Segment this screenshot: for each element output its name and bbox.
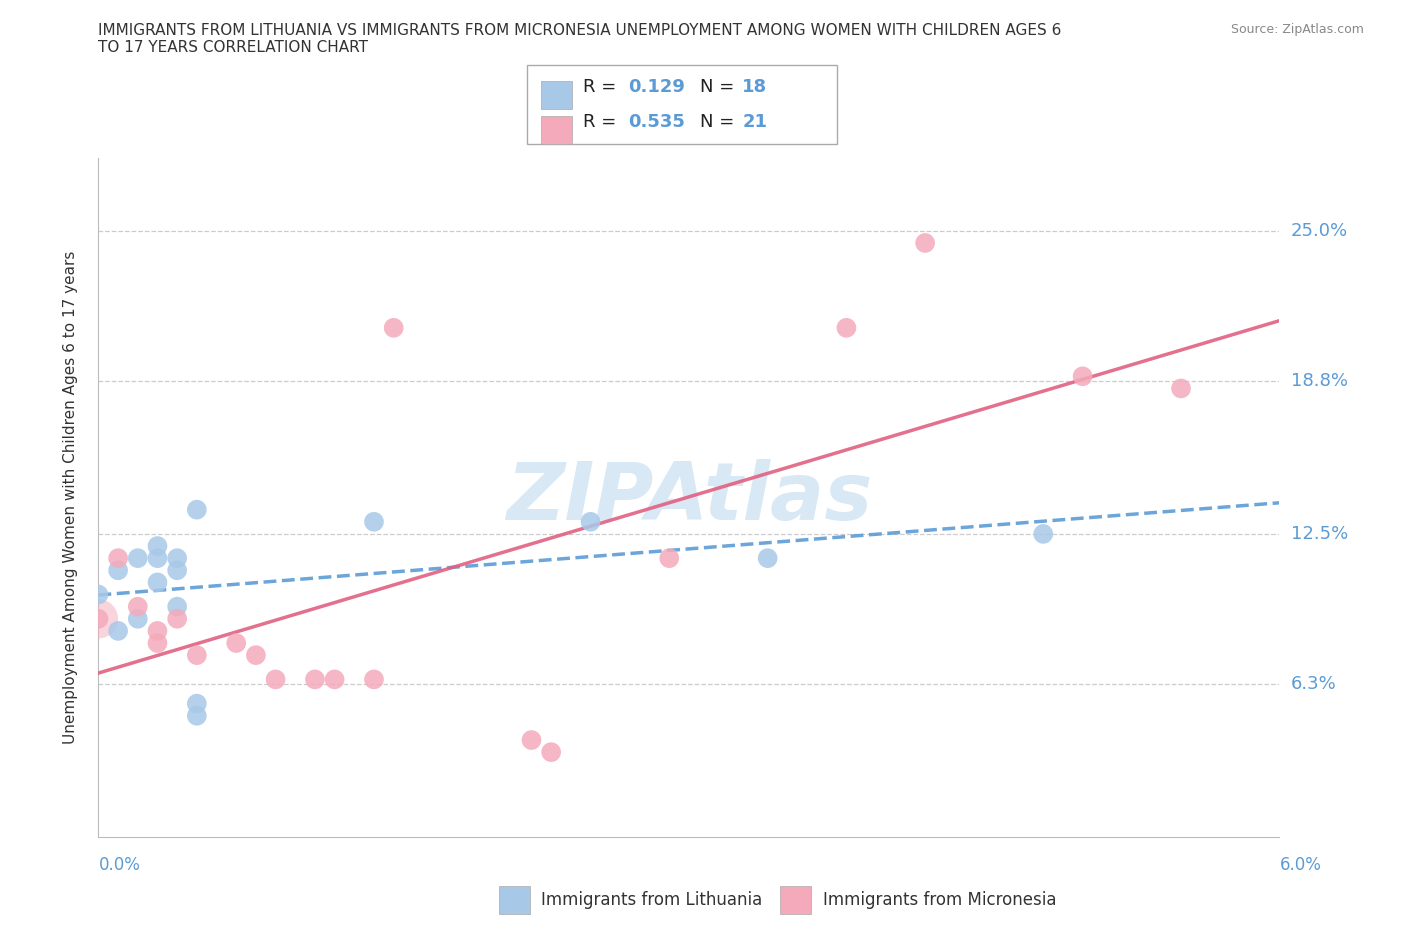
Text: 6.0%: 6.0%	[1279, 856, 1322, 873]
Point	[363, 514, 385, 529]
Point	[323, 672, 346, 687]
Text: R =: R =	[583, 78, 623, 96]
Point	[186, 647, 208, 662]
Point	[146, 538, 169, 553]
Text: TO 17 YEARS CORRELATION CHART: TO 17 YEARS CORRELATION CHART	[98, 40, 368, 55]
Point	[304, 672, 326, 687]
Point	[107, 563, 129, 578]
Point	[186, 697, 208, 711]
Text: N =: N =	[700, 113, 740, 131]
Text: Immigrants from Lithuania: Immigrants from Lithuania	[541, 891, 762, 910]
Point	[146, 575, 169, 590]
Text: 0.0%: 0.0%	[98, 856, 141, 873]
Text: 6.3%: 6.3%	[1291, 675, 1336, 693]
Point	[166, 551, 188, 565]
Point	[579, 514, 602, 529]
Text: Source: ZipAtlas.com: Source: ZipAtlas.com	[1230, 23, 1364, 36]
Point	[127, 551, 149, 565]
Point	[520, 733, 543, 748]
Point	[146, 635, 169, 650]
Y-axis label: Unemployment Among Women with Children Ages 6 to 17 years: Unemployment Among Women with Children A…	[63, 251, 77, 744]
Point	[658, 551, 681, 565]
Point	[540, 745, 562, 760]
Text: Immigrants from Micronesia: Immigrants from Micronesia	[823, 891, 1056, 910]
Point	[1071, 369, 1094, 384]
Point	[87, 611, 110, 626]
Text: R =: R =	[583, 113, 623, 131]
Point	[107, 623, 129, 638]
Text: ZIPAtlas: ZIPAtlas	[506, 458, 872, 537]
Text: 12.5%: 12.5%	[1291, 525, 1348, 543]
Point	[264, 672, 287, 687]
Text: 18: 18	[742, 78, 768, 96]
Point	[87, 587, 110, 602]
Point	[127, 599, 149, 614]
Point	[225, 635, 247, 650]
Point	[1032, 526, 1054, 541]
Point	[835, 320, 858, 336]
Point	[166, 611, 188, 626]
Point	[186, 709, 208, 724]
Text: 25.0%: 25.0%	[1291, 222, 1348, 240]
Point	[186, 502, 208, 517]
Point	[146, 623, 169, 638]
Point	[382, 320, 405, 336]
Point	[127, 611, 149, 626]
Point	[146, 551, 169, 565]
Text: 0.535: 0.535	[628, 113, 685, 131]
Point	[914, 235, 936, 250]
Point	[363, 672, 385, 687]
Text: 18.8%: 18.8%	[1291, 372, 1347, 391]
Point	[87, 611, 110, 626]
Text: 21: 21	[742, 113, 768, 131]
Text: 0.129: 0.129	[628, 78, 685, 96]
Point	[166, 599, 188, 614]
Point	[245, 647, 267, 662]
Point	[756, 551, 779, 565]
Point	[107, 551, 129, 565]
Point	[1170, 381, 1192, 396]
Text: N =: N =	[700, 78, 740, 96]
Point	[166, 563, 188, 578]
Text: IMMIGRANTS FROM LITHUANIA VS IMMIGRANTS FROM MICRONESIA UNEMPLOYMENT AMONG WOMEN: IMMIGRANTS FROM LITHUANIA VS IMMIGRANTS …	[98, 23, 1062, 38]
